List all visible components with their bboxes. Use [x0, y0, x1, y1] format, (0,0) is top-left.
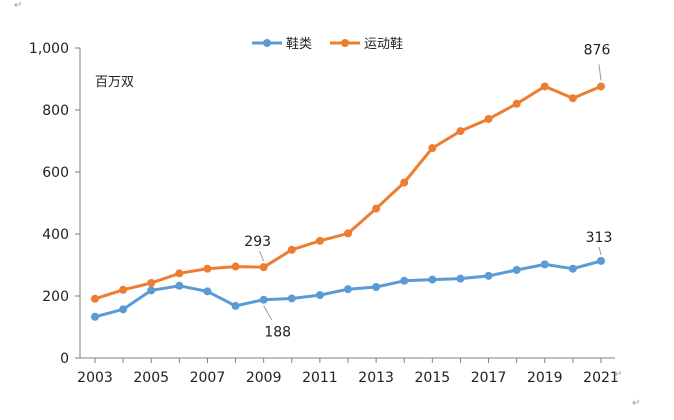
series-1-point	[400, 178, 409, 187]
x-tick-label: 2019	[527, 370, 563, 386]
series-1-point	[428, 144, 437, 153]
x-tick-label: 2005	[133, 370, 169, 386]
legend: 鞋类 运动鞋	[252, 36, 403, 52]
series-1-point	[597, 82, 605, 91]
paragraph-mark-bottom: ↵	[632, 398, 640, 409]
leader-line	[259, 250, 265, 262]
legend-label-0: 鞋类	[286, 36, 312, 52]
series-1-point	[344, 229, 352, 238]
paragraph-mark-top: ↵	[14, 0, 22, 11]
x-tick-label: 2003	[77, 370, 113, 386]
series-0-point	[568, 264, 577, 273]
x-tick-label: 2017	[471, 370, 507, 386]
series-0-point	[119, 305, 128, 314]
series-0-point	[259, 295, 268, 304]
y-tick-label: 1,000	[29, 41, 69, 57]
series-1-point	[175, 269, 184, 278]
data-label-sports-2009: 293	[244, 234, 271, 250]
y-tick-label: 0	[60, 351, 69, 367]
series-0-point	[147, 286, 156, 295]
series-0-point	[91, 312, 99, 321]
series-1-point	[568, 94, 577, 103]
legend-marker-0	[263, 39, 271, 47]
data-label-sports-2021: 876	[584, 42, 611, 58]
y-tick-label: 600	[42, 165, 69, 181]
series-1-point	[119, 285, 128, 294]
series-0-point	[540, 260, 549, 269]
series-0-point	[512, 265, 521, 274]
series-1-point	[372, 204, 381, 213]
series-1-point	[456, 127, 465, 136]
series-0-point	[597, 256, 605, 265]
series-1-point	[203, 264, 212, 273]
y-tick-label: 200	[42, 289, 69, 305]
series-0-point	[231, 301, 240, 310]
data-label-shoes-2009: 188	[264, 325, 291, 341]
legend-marker-1	[341, 39, 349, 47]
x-tick-label: 2015	[415, 370, 451, 386]
series-1-point	[540, 82, 549, 91]
legend-label-1: 运动鞋	[364, 36, 403, 52]
series-0-point	[315, 291, 324, 300]
leader-line	[598, 246, 602, 256]
x-tick-label: 2021	[583, 370, 619, 386]
y-tick-label: 400	[42, 227, 69, 243]
series-0-point	[344, 285, 352, 294]
series-0-point	[287, 294, 296, 303]
y-tick-label: 800	[42, 103, 69, 119]
series-1-point	[315, 236, 324, 245]
paragraph-mark-right: ↵	[614, 369, 622, 380]
x-tick-label: 2011	[302, 370, 338, 386]
series-0-point	[484, 271, 493, 280]
series-1-point	[512, 99, 521, 108]
unit-label: 百万双	[95, 75, 134, 90]
x-tick-label: 2009	[246, 370, 282, 386]
series-1-point	[287, 245, 296, 254]
series-1-point	[484, 114, 493, 123]
series-1-point	[91, 294, 99, 303]
series-0-point	[400, 276, 409, 285]
series-0-point	[203, 287, 212, 296]
series-0-point	[372, 283, 381, 292]
x-tick-label: 2007	[190, 370, 226, 386]
x-tick-label: 2013	[358, 370, 394, 386]
leader-line	[598, 64, 602, 81]
series-1-point	[259, 263, 268, 272]
series-0-point	[456, 274, 465, 283]
data-labels: 188 313 293 876	[244, 42, 612, 340]
series-group	[91, 82, 605, 321]
series-0-point	[428, 275, 437, 284]
series-1-point	[147, 278, 156, 287]
series-0-point	[175, 281, 184, 290]
leader-line	[263, 305, 273, 320]
data-label-shoes-2021: 313	[586, 230, 613, 246]
series-1-point	[231, 262, 240, 271]
axes: 0 200 400 600 800 1,000 2003 2005 2007 2009 2011 20…	[29, 41, 619, 386]
